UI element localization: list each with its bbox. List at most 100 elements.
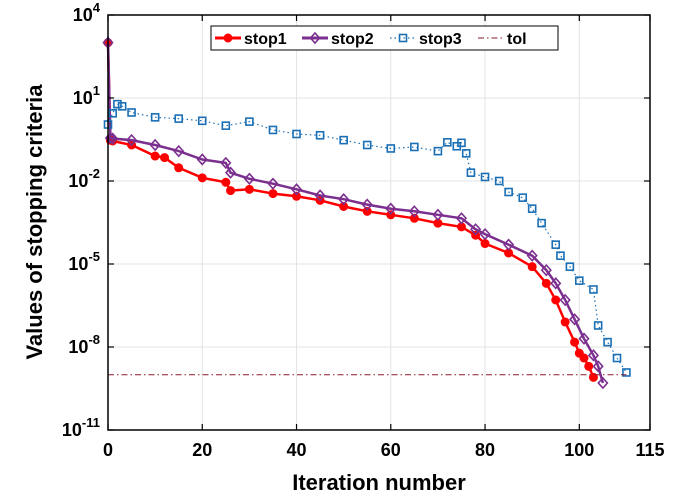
data-point-stop2 [290, 183, 303, 196]
plot-frame [107, 14, 651, 431]
data-point-stop2 [196, 153, 208, 166]
data-point-stop2 [107, 132, 119, 145]
y-tick-label: 104 [73, 0, 101, 25]
data-point-stop1 [527, 262, 537, 272]
data-point-stop2 [408, 205, 420, 218]
data-point-stop1 [541, 278, 551, 288]
data-point-stop2 [243, 172, 255, 186]
data-point-stop3 [268, 125, 278, 135]
legend-marker-stop2 [309, 31, 321, 45]
data-point-stop3 [362, 140, 372, 150]
data-point-stop1 [226, 186, 236, 196]
y-tick-base: 10 [73, 5, 93, 25]
data-point-stop1 [174, 163, 184, 173]
series-group [102, 36, 631, 390]
y-tick-exponent: -8 [88, 332, 100, 347]
data-point-stop1 [570, 337, 580, 347]
data-point-stop1 [584, 361, 594, 371]
data-point-stop2 [597, 376, 609, 390]
x-tick-label: 100 [564, 440, 594, 460]
data-point-stop2 [540, 263, 552, 277]
data-point-stop3 [518, 193, 528, 202]
data-point-stop3 [386, 144, 396, 153]
data-point-stop2 [587, 349, 600, 362]
data-point-stop1 [197, 173, 207, 183]
x-tick-label: 40 [287, 440, 307, 460]
y-tick-label: 10-8 [68, 332, 100, 357]
data-point-stop2 [314, 189, 326, 202]
y-axis-title: Values of stopping criteria [22, 84, 47, 360]
data-point-stop1 [551, 295, 561, 305]
data-point-stop3 [221, 121, 231, 130]
data-point-stop2 [592, 360, 604, 373]
data-point-stop2 [550, 277, 562, 290]
legend-label-tol: tol [507, 31, 527, 48]
y-tick-exponent: -2 [88, 166, 100, 181]
legend-label-stop2: stop2 [331, 31, 374, 48]
x-tick-label: 20 [192, 440, 212, 460]
x-tick-label: 0 [103, 440, 113, 460]
data-point-stop3 [556, 251, 565, 260]
data-point-stop2 [455, 212, 468, 225]
data-point-stop3 [410, 142, 419, 152]
y-tick-exponent: -5 [88, 249, 100, 264]
data-point-stop2 [224, 166, 237, 179]
plot-area [108, 15, 650, 430]
data-point-stop3 [565, 262, 575, 271]
y-tick-base: 10 [62, 420, 82, 440]
y-tick-label: 101 [73, 83, 100, 108]
data-point-stop3 [527, 204, 537, 213]
data-point-stop3 [603, 337, 612, 347]
data-point-stop3 [245, 117, 254, 126]
x-axis-title: Iteration number [292, 470, 466, 495]
data-point-stop1 [588, 372, 598, 382]
data-point-stop3 [113, 99, 122, 109]
data-point-stop1 [339, 201, 349, 211]
data-point-stop3 [108, 108, 118, 118]
data-point-stop3 [433, 146, 443, 156]
y-tick-label: 10-11 [62, 415, 100, 440]
data-point-stop3 [504, 187, 513, 197]
x-tick-label: 115 [635, 440, 664, 460]
y-tick-base: 10 [68, 337, 88, 357]
data-point-stop3 [339, 135, 348, 145]
data-point-stop3 [622, 368, 631, 377]
legend-box [210, 25, 559, 51]
data-point-stop3 [127, 108, 136, 117]
data-point-stop2 [338, 192, 350, 206]
data-point-stop2 [385, 202, 397, 215]
legend-marker-stop3 [398, 33, 408, 43]
data-point-stop3 [575, 276, 584, 285]
data-point-stop3 [480, 172, 490, 182]
y-tick-exponent: 4 [93, 0, 101, 15]
series-line-stop2 [106, 42, 605, 384]
y-tick-label: 10-2 [68, 166, 100, 191]
legend-marker-stop1 [223, 33, 233, 43]
data-point-stop3 [150, 113, 160, 122]
y-tick-base: 10 [68, 254, 88, 274]
data-point-stop2 [432, 208, 444, 222]
data-point-stop3 [197, 116, 207, 126]
y-tick-exponent: 1 [93, 83, 100, 98]
data-point-stop3 [466, 168, 476, 177]
data-point-stop1 [409, 213, 419, 223]
data-point-stop3 [589, 285, 598, 294]
y-tick-base: 10 [68, 171, 88, 191]
data-point-stop1 [362, 206, 372, 216]
x-tick-label: 60 [381, 440, 401, 460]
data-point-stop3 [494, 176, 504, 186]
data-point-stop1 [160, 153, 170, 163]
data-point-stop3 [461, 149, 471, 158]
legend: stop1 stop2 stop3 tol [210, 25, 559, 51]
data-point-stop3 [315, 130, 325, 140]
data-point-stop3 [457, 138, 466, 148]
data-point-stop2 [125, 133, 138, 147]
data-point-stop2 [479, 227, 491, 241]
data-point-stop1 [292, 191, 302, 201]
data-point-stop2 [149, 138, 161, 152]
data-point-stop3 [612, 353, 622, 363]
data-point-stop3 [292, 129, 301, 139]
data-point-stop1 [268, 189, 278, 199]
data-point-stop2 [470, 223, 482, 236]
